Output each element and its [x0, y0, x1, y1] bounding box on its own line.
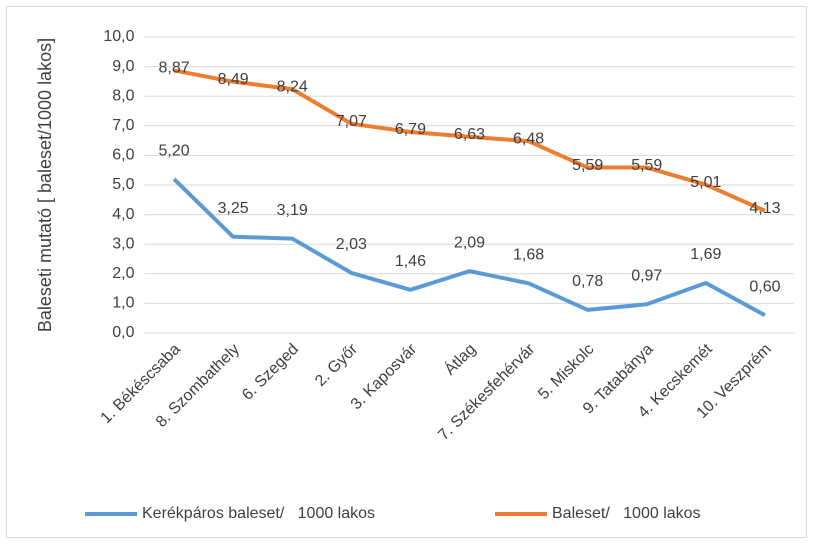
y-tick-label: 8,0	[112, 87, 134, 104]
data-label: 0,97	[631, 268, 662, 285]
data-label: 5,59	[572, 157, 603, 174]
y-tick-label: 10,0	[103, 28, 134, 45]
data-label: 0,78	[572, 273, 603, 290]
data-label: 3,25	[218, 200, 249, 217]
legend-label: Baleset/ 1000 lakos	[552, 505, 701, 522]
chart-border	[6, 6, 807, 538]
y-tick-label: 0,0	[112, 324, 134, 341]
data-label: 4,13	[749, 200, 780, 217]
data-label: 6,48	[513, 130, 544, 147]
data-label: 0,60	[749, 278, 780, 295]
data-label: 3,19	[277, 202, 308, 219]
y-tick-label: 2,0	[112, 265, 134, 282]
data-label: 1,46	[395, 253, 426, 270]
series-line	[172, 177, 766, 317]
data-label: 5,20	[158, 142, 189, 159]
y-tick-label: 6,0	[112, 147, 134, 164]
series-line	[173, 68, 766, 213]
y-axis-title: Baleseti mutató [ baleset/1000 lakos]	[35, 38, 55, 332]
data-label: 8,49	[218, 71, 249, 88]
data-label: 2,09	[454, 234, 485, 251]
y-tick-label: 3,0	[112, 235, 134, 252]
y-tick-label: 9,0	[112, 58, 134, 75]
data-label: 1,68	[513, 246, 544, 263]
data-label: 2,03	[336, 236, 367, 253]
data-label: 6,63	[454, 126, 485, 143]
legend-label: Kerékpáros baleset/ 1000 lakos	[142, 505, 375, 522]
data-label: 8,87	[158, 60, 189, 77]
data-label: 5,01	[690, 174, 721, 191]
y-tick-label: 5,0	[112, 176, 134, 193]
data-label: 1,69	[690, 246, 721, 263]
y-tick-label: 1,0	[112, 295, 134, 312]
y-tick-label: 4,0	[112, 206, 134, 223]
data-label: 6,79	[395, 121, 426, 138]
data-label: 7,07	[336, 113, 367, 130]
data-label: 5,59	[631, 157, 662, 174]
y-tick-label: 7,0	[112, 117, 134, 134]
data-label: 8,24	[277, 78, 308, 95]
